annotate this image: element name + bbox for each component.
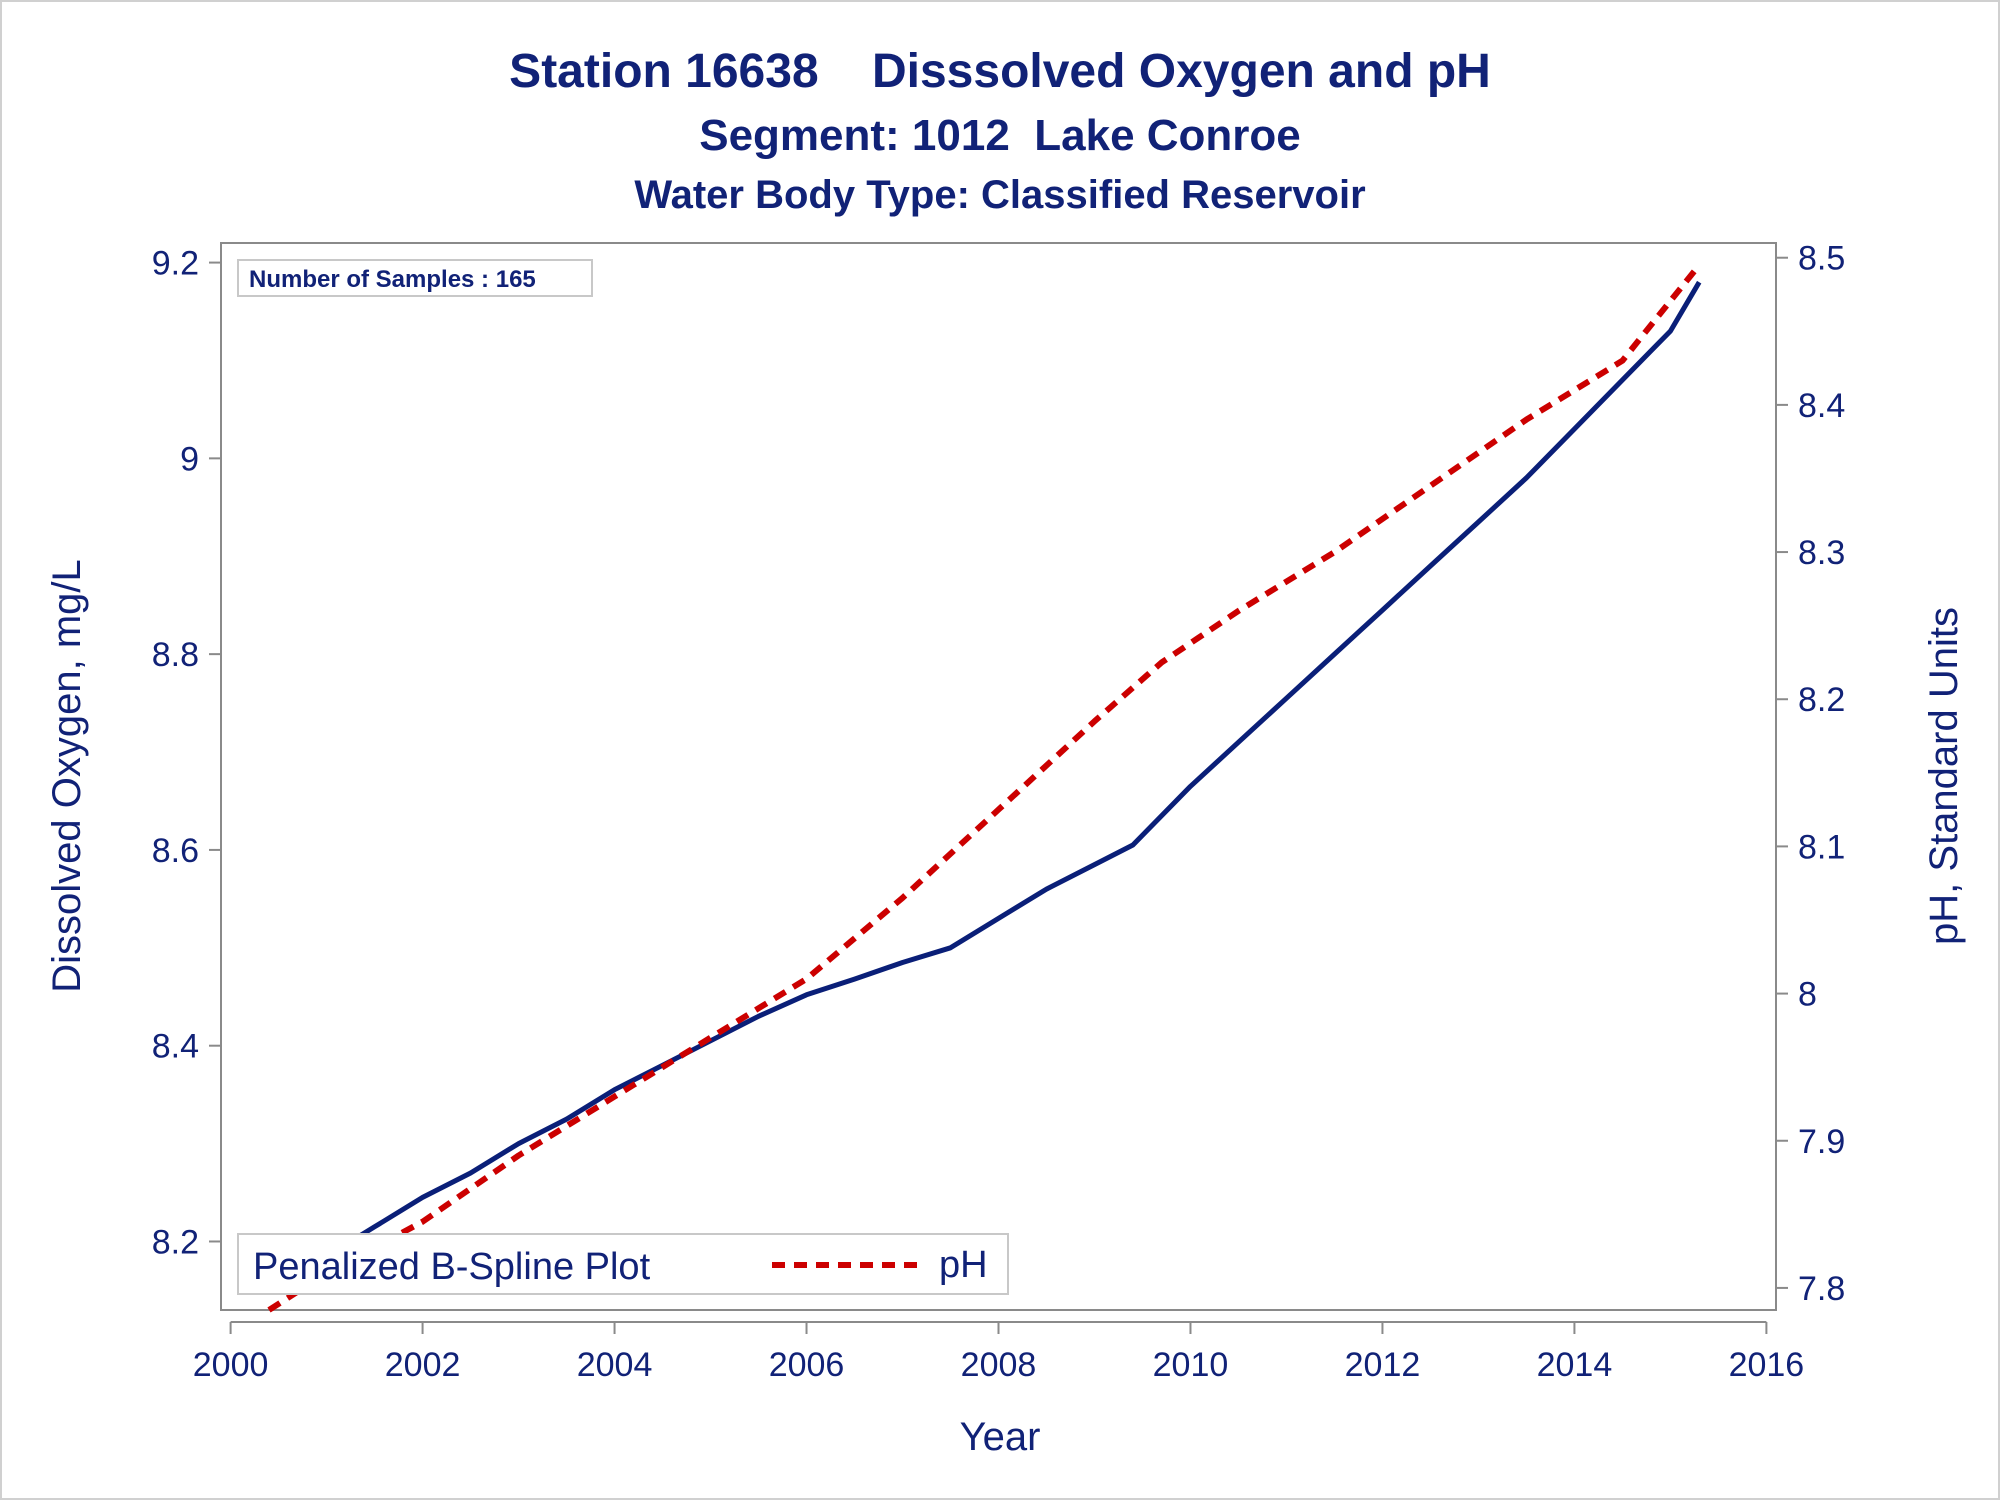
legend-title: Penalized B-Spline Plot [253, 1246, 651, 1288]
plot-area [220, 242, 1777, 1311]
chart-title: Station 16638 Disssolved Oxygen and pH [509, 45, 1491, 98]
x-tick-label: 2014 [1537, 1346, 1613, 1384]
y2-tick-label: 8.2 [1798, 681, 1845, 719]
y-axis-left: 8.2 8.4 8.6 8.8 9 9.2 [152, 245, 221, 1261]
chart-subtitle: Segment: 1012 Lake Conroe [699, 111, 1301, 160]
chart-subtitle-2: Water Body Type: Classified Reservoir [634, 173, 1365, 217]
y-tick-label: 9.2 [152, 245, 199, 283]
series-line-dissolved-oxygen [277, 280, 1702, 1293]
x-tick-label: 2016 [1729, 1346, 1805, 1384]
y-axis-right: 7.8 7.9 8 8.1 8.2 8.3 8.4 8.5 [1776, 240, 1845, 1308]
y2-tick-label: 7.8 [1798, 1270, 1845, 1308]
y-tick-label: 8.6 [152, 832, 199, 870]
y-tick-label: 9 [180, 440, 199, 478]
x-tick-label: 2010 [1153, 1346, 1229, 1384]
x-tick-label: 2006 [769, 1346, 845, 1384]
x-tick-label: 2000 [193, 1346, 269, 1384]
sample-count-label: Number of Samples : 165 [249, 266, 536, 293]
y2-tick-label: 8 [1798, 976, 1817, 1014]
x-tick-label: 2002 [385, 1346, 461, 1384]
y-axis-label: Dissolved Oxygen, mg/L [45, 559, 89, 993]
y-tick-label: 8.8 [152, 636, 199, 674]
y2-tick-label: 8.3 [1798, 534, 1845, 572]
x-tick-label: 2012 [1345, 1346, 1421, 1384]
x-tick-label: 2004 [577, 1346, 653, 1384]
y2-axis-label: pH, Standard Units [1922, 607, 1966, 945]
series-layer [267, 263, 1702, 1313]
series-line-ph [267, 263, 1702, 1313]
x-tick-label: 2008 [961, 1346, 1037, 1384]
legend: Penalized B-Spline Plot pH [237, 1233, 1009, 1295]
sample-count-inset: Number of Samples : 165 [237, 259, 593, 297]
y2-tick-label: 7.9 [1798, 1123, 1845, 1161]
legend-entry-ph: pH [939, 1244, 988, 1286]
y2-tick-label: 8.5 [1798, 240, 1845, 278]
y2-tick-label: 8.4 [1798, 387, 1845, 425]
x-axis: 2000 2002 2004 2006 2008 2010 2012 2014 2016 [193, 1321, 1805, 1384]
y-tick-label: 8.2 [152, 1223, 199, 1261]
y2-tick-label: 8.1 [1798, 828, 1845, 866]
x-axis-label: Year [960, 1415, 1041, 1459]
y-tick-label: 8.4 [152, 1028, 199, 1066]
